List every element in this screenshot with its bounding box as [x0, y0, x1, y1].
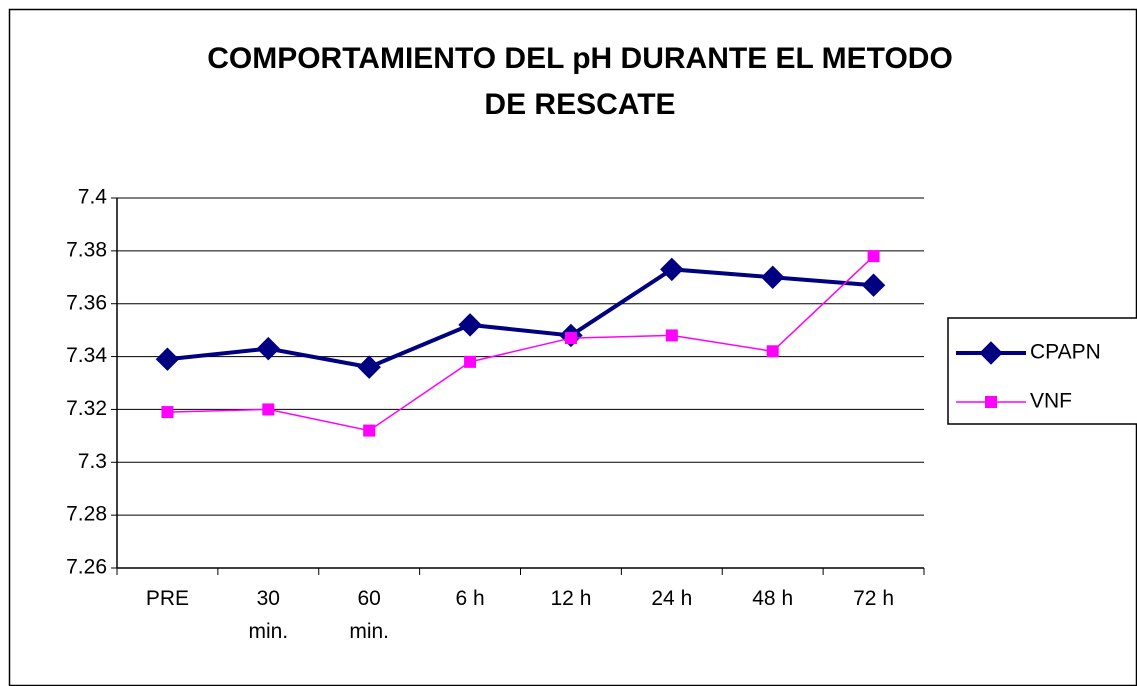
point — [161, 406, 174, 419]
legend-label: VNF — [1030, 390, 1072, 413]
point — [464, 355, 477, 368]
x-tick-label: 12 h — [550, 587, 592, 610]
point — [256, 336, 281, 361]
x-tick-label: 6 h — [455, 587, 485, 610]
series-line — [167, 255, 875, 432]
legend-marker — [979, 341, 1003, 365]
y-tick-label: 7.32 — [66, 397, 107, 420]
point — [262, 403, 275, 416]
y-tick-label: 7.28 — [66, 503, 107, 526]
point — [665, 329, 678, 342]
x-tick-label: 24 h — [651, 587, 693, 610]
x-tick-label: 30 min. — [248, 587, 289, 643]
series-line — [167, 267, 874, 370]
legend-box — [947, 317, 1137, 425]
point — [363, 424, 376, 437]
y-tick-label: 7.4 — [78, 186, 108, 209]
y-tick-label: 7.38 — [66, 238, 107, 261]
point — [660, 257, 684, 282]
y-tick-label: 7.3 — [78, 450, 107, 473]
point — [155, 347, 180, 371]
point — [357, 355, 381, 379]
point — [861, 273, 886, 297]
point — [564, 332, 577, 345]
legend-marker — [985, 396, 997, 408]
x-tick-label: 72 h — [853, 587, 894, 610]
point — [766, 345, 779, 358]
y-tick-label: 7.26 — [66, 556, 107, 579]
y-tick-label: 7.36 — [66, 291, 107, 314]
y-tick-label: 7.34 — [66, 344, 107, 367]
x-tick-label: 60 min. — [349, 587, 390, 643]
point — [760, 265, 785, 289]
chart-title: COMPORTAMIENTO DEL pH DURANTE EL METODO … — [207, 42, 953, 121]
legend-label: CPAPN — [1030, 341, 1101, 364]
x-tick-label: PRE — [145, 587, 190, 610]
point — [867, 250, 880, 263]
x-tick-label: 48 h — [752, 587, 794, 610]
point — [458, 313, 482, 337]
